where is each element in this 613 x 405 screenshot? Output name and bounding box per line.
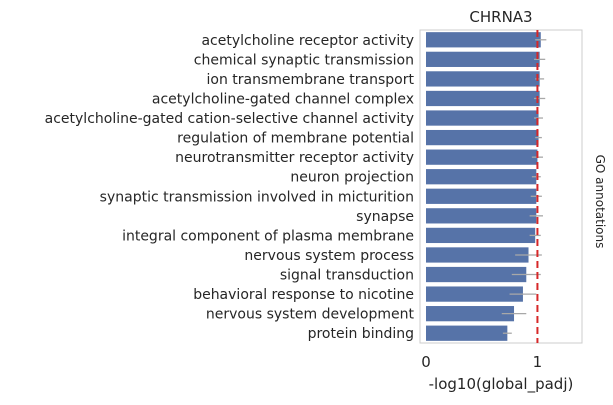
bar (426, 325, 508, 341)
category-label: acetylcholine receptor activity (201, 33, 414, 49)
bar (426, 32, 541, 48)
category-label: synaptic transmission involved in mictur… (100, 189, 414, 205)
bar (426, 227, 536, 244)
bar (426, 110, 539, 126)
bar (426, 286, 523, 302)
bar (426, 266, 527, 283)
x-tick-label: 0 (421, 353, 431, 371)
bar (426, 129, 539, 146)
category-label: neurotransmitter receptor activity (175, 150, 414, 166)
bar (426, 208, 537, 224)
y-axis-title: GO annotations (593, 155, 607, 249)
bar (426, 51, 540, 67)
bar (426, 247, 529, 263)
category-label: protein binding (308, 326, 414, 342)
category-label: chemical synaptic transmission (194, 52, 414, 68)
bars-group (426, 32, 541, 341)
category-label: integral component of plasma membrane (122, 228, 414, 244)
category-label: nervous system process (244, 248, 414, 264)
category-labels-group: acetylcholine receptor activity chemical … (45, 33, 415, 342)
category-label: nervous system development (206, 307, 415, 323)
x-axis-title: -log10(global_padj) (429, 375, 574, 394)
category-label: synapse (356, 209, 414, 225)
category-label: behavioral response to nicotine (193, 287, 414, 303)
category-label: signal transduction (280, 268, 414, 284)
category-label: ion transmembrane transport (206, 72, 414, 88)
bar (426, 149, 538, 165)
bar (426, 90, 540, 107)
plot-frame (419, 29, 583, 344)
x-tick-label: 1 (533, 353, 543, 371)
category-label: neuron projection (290, 170, 414, 186)
bar (426, 306, 515, 322)
chart-title: CHRNA3 (469, 8, 532, 26)
category-label: regulation of membrane potential (177, 131, 414, 147)
bar (426, 188, 537, 204)
category-label: acetylcholine-gated channel complex (152, 91, 414, 107)
bar (426, 169, 537, 185)
category-label: acetylcholine-gated cation-selective cha… (45, 111, 414, 127)
bar (426, 71, 540, 87)
